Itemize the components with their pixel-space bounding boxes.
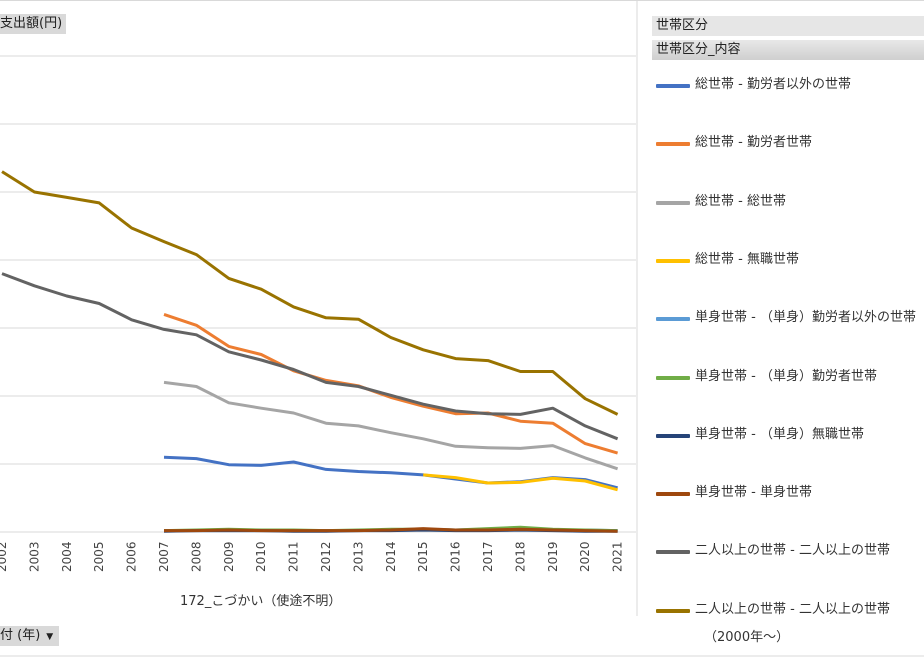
series-line[interactable] [164,527,618,533]
legend-swatch [656,375,690,380]
legend-label: 単身世帯 - （単身）勤労者世帯 [695,368,877,384]
x-tick-label: 2010 [254,541,268,572]
legend-label: 総世帯 - 総世帯 [695,193,786,209]
legend-swatch [656,142,690,147]
x-tick-label: 2003 [27,541,41,572]
x-tick-label: 2007 [157,541,171,572]
legend-item[interactable]: 総世帯 - 総世帯 [652,192,924,212]
legend-item[interactable]: 二人以上の世帯 - 二人以上の世帯 [652,600,924,620]
x-tick-label: 2016 [449,541,463,572]
x-tick-label: 2017 [481,541,495,572]
legend-swatch [656,608,690,613]
legend-swatch [656,550,690,555]
x-tick-label: 2008 [189,541,203,572]
legend-label: 総世帯 - 勤労者世帯 [695,135,812,151]
x-tick-label: 2014 [384,541,398,572]
legend-item[interactable]: 単身世帯 - （単身）無職世帯 [652,425,924,445]
x-tick-label: 2020 [578,541,592,572]
series-line[interactable] [1,272,619,441]
x-tick-label: 2011 [287,541,301,572]
x-tick-label: 2019 [546,541,560,572]
legend-subtitle[interactable]: 世帯区分_内容 [652,40,924,60]
x-axis-title: 172_こづかい（使途不明） [180,594,342,609]
legend-item[interactable]: 単身世帯 - 単身世帯 [652,483,924,503]
x-tick-label: 2012 [319,541,333,572]
x-field-label: 付 (年) [0,628,41,643]
legend-label: 二人以上の世帯 - 二人以上の世帯 [695,543,890,559]
legend-item[interactable]: 二人以上の世帯 - 二人以上の世帯 [652,541,924,561]
legend-swatch [656,258,690,263]
series-line[interactable] [423,473,618,492]
y-axis-label: 支出額(円) [0,16,63,31]
legend-footer: （2000年〜） [704,630,790,645]
legend-item[interactable]: 総世帯 - 勤労者以外の世帯 [652,75,924,95]
legend-swatch [656,84,690,88]
legend-label: 総世帯 - 無職世帯 [695,251,799,267]
legend-item[interactable]: 総世帯 - 勤労者世帯 [652,133,924,153]
x-tick-label: 2009 [222,541,236,572]
legend-item[interactable]: 単身世帯 - （単身）勤労者以外の世帯 [652,308,924,328]
legend-item[interactable]: 総世帯 - 無職世帯 [652,250,924,270]
legend-label: 二人以上の世帯 - 二人以上の世帯 [695,601,890,617]
dropdown-arrow-icon[interactable]: ▼ [46,632,54,642]
legend-label: 単身世帯 - （単身）勤労者以外の世帯 [695,310,916,326]
x-tick-label: 2004 [60,541,74,572]
x-tick-label: 2006 [125,541,139,572]
legend-swatch [656,200,690,205]
x-tick-label: 2015 [416,541,430,572]
legend-swatch [656,433,690,438]
legend-label: 単身世帯 - 単身世帯 [695,485,812,501]
legend-swatch [656,317,690,322]
legend-label: 総世帯 - 勤労者以外の世帯 [695,77,851,92]
x-tick-label: 2013 [351,541,365,572]
series-line[interactable] [163,312,619,455]
x-tick-label: 2005 [92,541,106,572]
series-line[interactable] [163,380,619,471]
x-axis-field-button[interactable]: 付 (年) ▼ [0,626,60,646]
x-tick-label: 2021 [611,541,625,572]
legend-swatch [656,492,690,497]
legend-label: 単身世帯 - （単身）無職世帯 [695,426,864,442]
y-axis-field-button[interactable]: 支出額(円) [0,14,67,34]
x-tick-label: 2002 [0,541,9,572]
series-line[interactable] [1,170,619,416]
series-line[interactable] [163,455,618,490]
x-tick-label: 2018 [513,541,527,572]
legend-title[interactable]: 世帯区分 [652,16,924,36]
legend-item[interactable]: 単身世帯 - （単身）勤労者世帯 [652,367,924,387]
